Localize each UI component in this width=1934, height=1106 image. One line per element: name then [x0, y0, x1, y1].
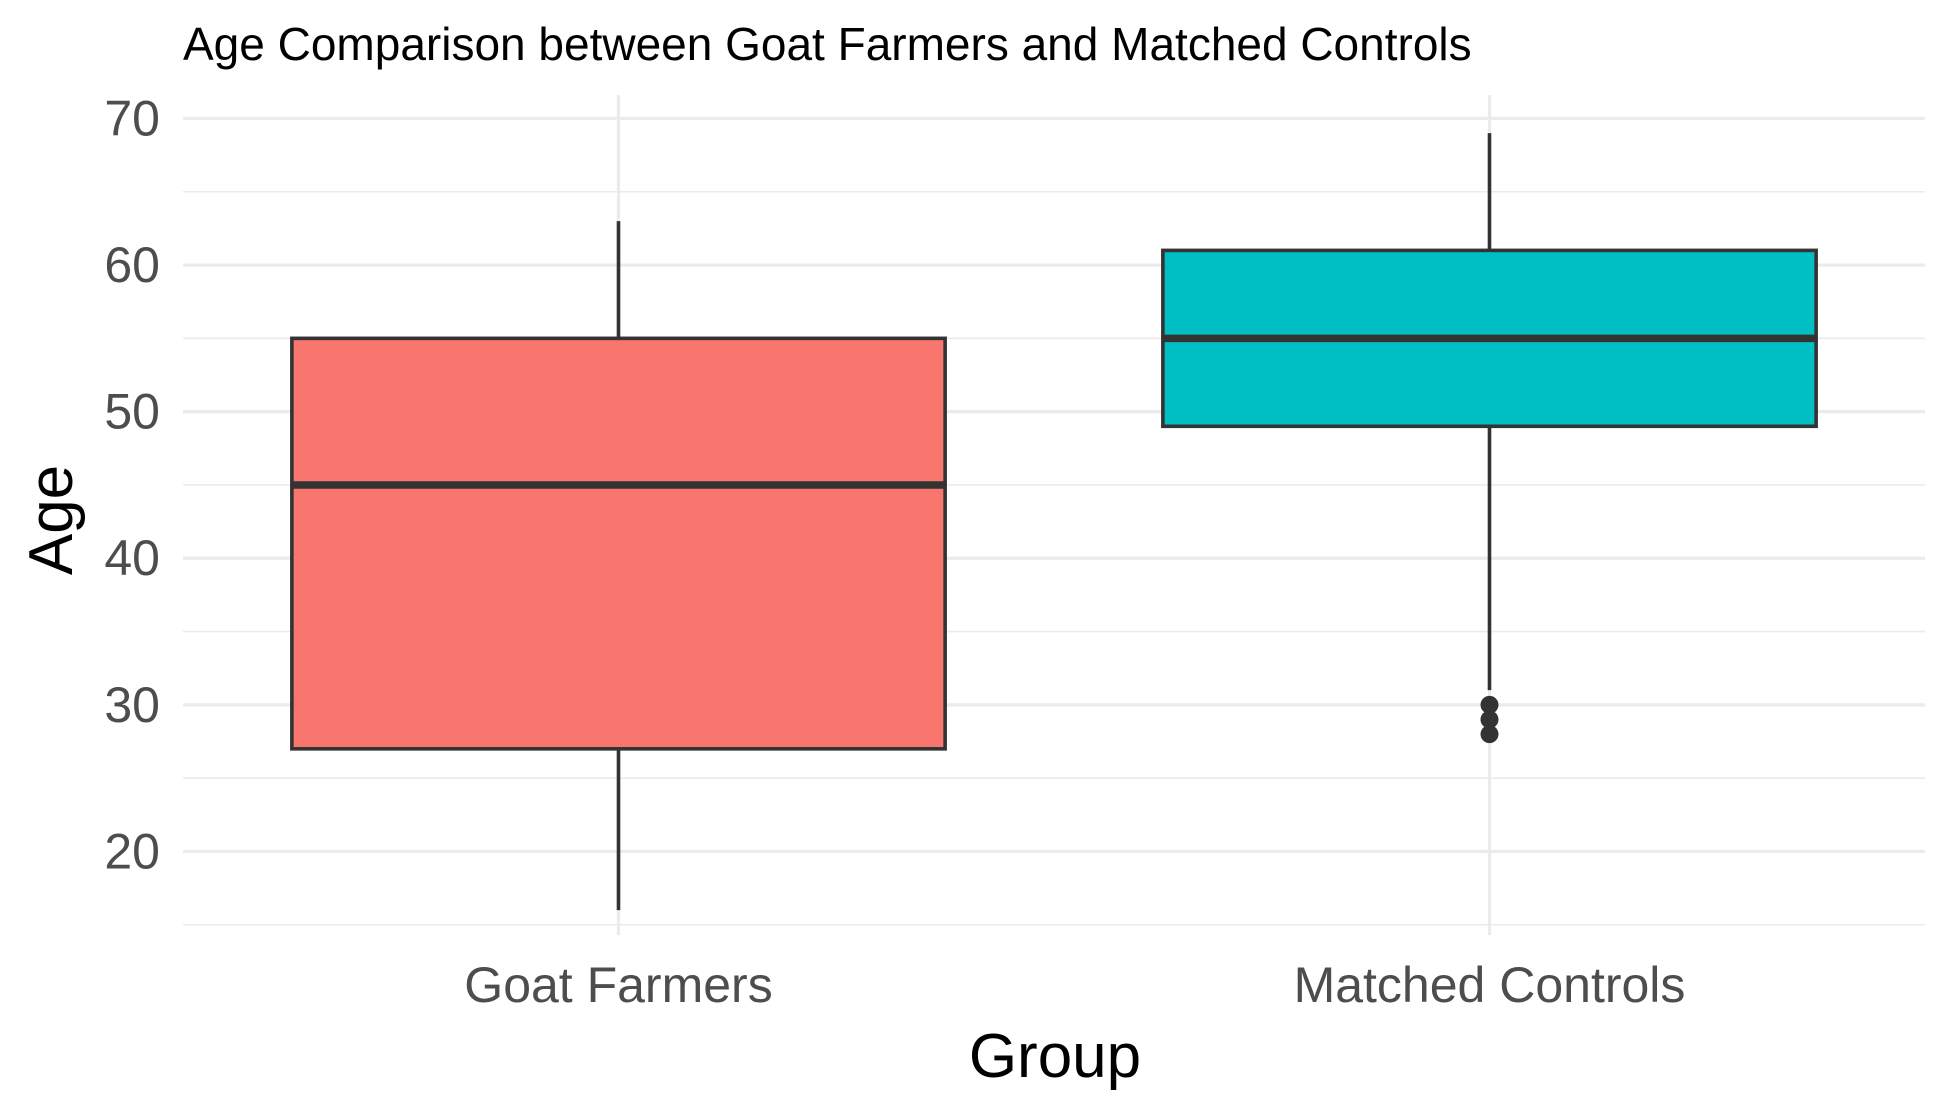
box-group: [1161, 133, 1818, 744]
outlier-point: [1480, 725, 1499, 744]
iqr-box: [290, 336, 947, 751]
y-tick-label: 70: [104, 90, 160, 146]
x-tick-label: Goat Farmers: [464, 957, 772, 1013]
y-axis-title: Age: [17, 465, 86, 575]
chart-title: Age Comparison between Goat Farmers and …: [183, 18, 1472, 70]
x-axis-ticks: Goat Farmers Matched Controls: [464, 957, 1685, 1013]
y-tick-label: 30: [104, 677, 160, 733]
y-tick-label: 50: [104, 384, 160, 440]
y-tick-label: 60: [104, 237, 160, 293]
box-group: [290, 221, 947, 911]
y-tick-label: 20: [104, 823, 160, 879]
y-axis-ticks: 20 30 40 50 60 70: [104, 90, 160, 879]
y-tick-label: 40: [104, 530, 160, 586]
outlier-point: [1480, 695, 1499, 714]
outlier-point: [1480, 710, 1499, 729]
x-tick-label: Matched Controls: [1294, 957, 1686, 1013]
boxes: [290, 133, 1818, 911]
x-axis-title: Group: [969, 1022, 1141, 1091]
